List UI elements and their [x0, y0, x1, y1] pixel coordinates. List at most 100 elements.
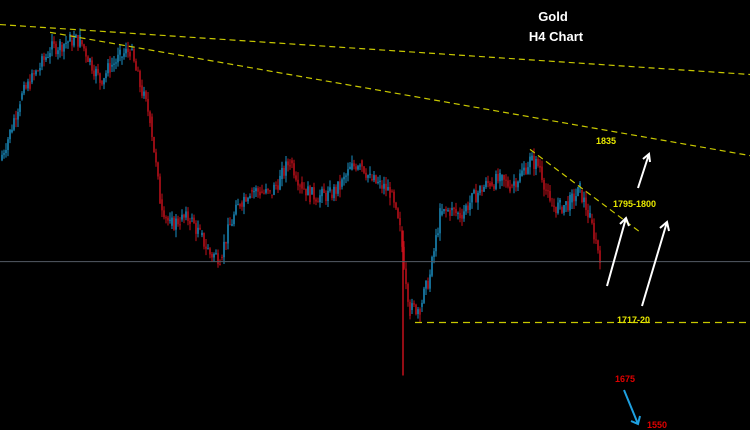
candle-body — [243, 196, 245, 207]
candle-body — [117, 54, 119, 63]
candle-body — [323, 188, 325, 193]
candle-body — [281, 167, 283, 179]
candle-body — [387, 187, 389, 191]
candle-body — [533, 155, 535, 169]
candle-body — [133, 49, 135, 62]
candle-body — [95, 68, 97, 77]
candle-body — [309, 186, 311, 203]
candle-body — [515, 181, 517, 188]
candle-body — [129, 51, 131, 57]
candle-body — [463, 211, 465, 219]
candle-body — [299, 185, 301, 187]
candle-body — [147, 98, 149, 112]
candle-body — [541, 166, 543, 180]
candle-body — [303, 188, 305, 190]
candle-body — [173, 217, 175, 230]
candle-body — [355, 166, 357, 170]
candle-body — [469, 202, 471, 211]
candle-body — [359, 165, 361, 167]
candle-body — [15, 118, 17, 120]
candle-body — [493, 185, 495, 189]
candle-body — [363, 166, 365, 173]
candle-body — [265, 188, 267, 193]
candle-body — [491, 182, 493, 186]
candle-body — [547, 190, 549, 192]
candle-body — [301, 182, 303, 189]
candle-body — [233, 214, 235, 225]
candle-body — [413, 303, 415, 305]
candle-body — [339, 181, 341, 190]
candle-body — [261, 191, 263, 193]
candle-body — [477, 192, 479, 203]
trendlines — [0, 23, 750, 233]
candle-body — [331, 194, 333, 199]
candle-body — [551, 205, 553, 207]
candle-body — [179, 224, 181, 226]
candle-body — [345, 175, 347, 177]
candle-body — [317, 201, 319, 203]
candle-body — [71, 40, 73, 46]
candle-body — [319, 195, 321, 203]
candle-body — [231, 224, 233, 226]
candle-body — [555, 206, 557, 214]
candle-body — [29, 81, 31, 89]
candle-body — [509, 186, 511, 192]
arrows — [606, 152, 670, 426]
candle-body — [279, 175, 281, 190]
candle-body — [235, 204, 237, 215]
candle-body — [545, 189, 547, 191]
candle-body — [205, 246, 207, 249]
candle-body — [195, 223, 197, 234]
candle-body — [341, 179, 343, 187]
candle-body — [489, 183, 491, 187]
candle-body — [401, 230, 403, 247]
candle-body — [241, 202, 243, 207]
candle-body — [149, 111, 151, 124]
candle-body — [349, 166, 351, 170]
candle-body — [115, 62, 117, 64]
candle-body — [275, 184, 277, 186]
candle-body — [65, 42, 67, 44]
candle-body — [191, 217, 193, 219]
candle-body — [457, 212, 459, 214]
candle-body — [471, 193, 473, 203]
candle-body — [527, 167, 529, 174]
candle-body — [111, 64, 113, 67]
candle-body — [399, 218, 401, 226]
candle-body — [85, 48, 87, 57]
candle-body — [145, 91, 147, 99]
candle-body — [143, 91, 145, 96]
candle-body — [365, 172, 367, 178]
candle-body — [155, 152, 157, 163]
candle-body — [563, 205, 565, 213]
candle-body — [21, 93, 23, 100]
candle-body — [267, 188, 269, 191]
candle-body — [193, 217, 195, 224]
candle-body — [531, 155, 533, 161]
candle-body — [227, 224, 229, 244]
candle-body — [383, 183, 385, 189]
candle-body — [137, 70, 139, 72]
candle-body — [287, 161, 289, 166]
candle-body — [201, 232, 203, 236]
candle-body — [181, 214, 183, 220]
candle-body — [31, 73, 33, 83]
candle-body — [249, 195, 251, 198]
candle-body — [215, 253, 217, 255]
candle-body — [67, 41, 69, 43]
chart-subtitle: H4 Chart — [529, 29, 584, 44]
candle-body — [165, 217, 167, 219]
trendline — [529, 148, 641, 233]
candle-body — [41, 56, 43, 67]
candle-body — [19, 104, 21, 112]
candle-body — [27, 81, 29, 89]
candle-body — [407, 283, 409, 302]
candle-body — [171, 217, 173, 226]
candle-body — [7, 139, 9, 151]
candle-body — [109, 63, 111, 73]
candle-body — [417, 309, 419, 315]
candle-body — [305, 188, 307, 196]
candle-body — [73, 37, 75, 46]
candle-body — [569, 194, 571, 211]
candle-body — [313, 187, 315, 200]
